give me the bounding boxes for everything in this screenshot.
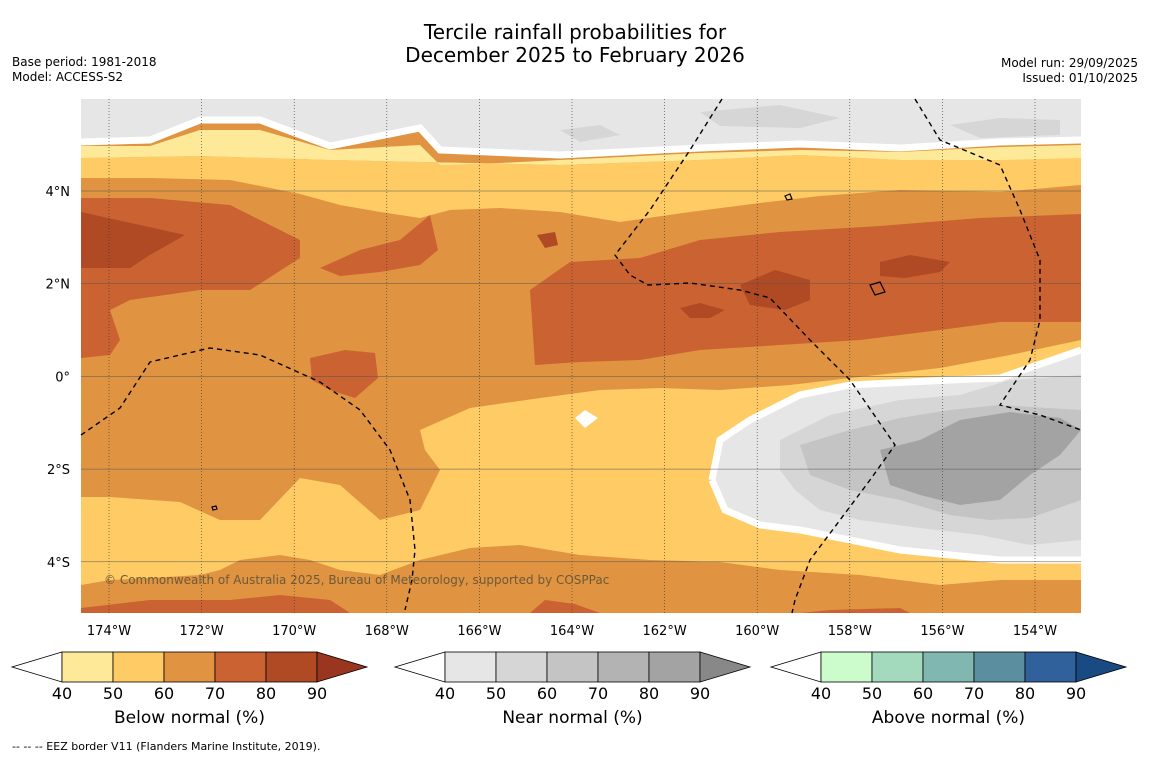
colorbar-segment (597, 651, 650, 683)
colorbar-tick-label: 40 (435, 684, 455, 703)
islands (211, 193, 886, 511)
colorbar-tick-label: 80 (639, 684, 659, 703)
model-run: Model run: 29/09/2025 (1000, 56, 1138, 70)
near-normal-label: Near normal (%) (502, 708, 643, 728)
latitude-labels: 4°N 2°N 0° 2°S 4°S (46, 185, 71, 571)
longitude-label: 172°W (180, 624, 224, 639)
colorbar-segment (495, 651, 548, 683)
colorbar-tick-label: 50 (862, 684, 882, 703)
above-normal-label: Above normal (%) (871, 708, 1026, 728)
colorbar-under-arrow (393, 651, 446, 683)
longitude-labels: 174°W 172°W 170°W 168°W 166°W 164°W 162°W 160°W… (87, 624, 1057, 639)
colorbar-tick-label: 60 (537, 684, 557, 703)
latitude-label: 4°N (46, 185, 71, 200)
colorbar-under-arrow (769, 651, 822, 683)
colorbar-segment (922, 651, 975, 683)
colorbar-tick-label: 60 (154, 684, 174, 703)
colorbar-tick-label: 70 (588, 684, 608, 703)
eez-borders (80, 98, 1082, 614)
colorbar-over-arrow (699, 651, 752, 683)
colorbar-segment (265, 651, 318, 683)
colorbar-over-arrow (316, 651, 369, 683)
colorbar-tick-label: 60 (913, 684, 933, 703)
colorbars: 40 50 60 70 80 90 40 50 60 70 80 90 40 50 60 70 80 90 (10, 651, 1128, 703)
colorbar-segment (648, 651, 701, 683)
colorbar-segment (444, 651, 497, 683)
colorbar-tick-label: 90 (1066, 684, 1086, 703)
longitude-label: 158°W (828, 624, 872, 639)
title-line-2: December 2025 to February 2026 (405, 43, 745, 67)
longitude-label: 170°W (272, 624, 316, 639)
colorbar-segment (546, 651, 599, 683)
colorbar-segment (820, 651, 873, 683)
base-period: Base period: 1981-2018 (12, 55, 157, 69)
colorbar-segment (163, 651, 216, 683)
colorbar: 40 50 60 70 80 90 (769, 651, 1128, 703)
probability-fields (81, 99, 1081, 613)
colorbar-segment (61, 651, 114, 683)
colorbar: 40 50 60 70 80 90 (393, 651, 752, 703)
longitude-label: 156°W (920, 624, 964, 639)
colorbar-tick-label: 70 (205, 684, 225, 703)
longitude-label: 162°W (643, 624, 687, 639)
latitude-label: 4°S (47, 556, 70, 571)
latitude-label: 2°N (46, 278, 71, 293)
colorbar-under-arrow (10, 651, 63, 683)
colorbar: 40 50 60 70 80 90 (10, 651, 369, 703)
colorbar-tick-label: 70 (964, 684, 984, 703)
colorbar-tick-label: 80 (1015, 684, 1035, 703)
title-line-1: Tercile rainfall probabilities for (423, 20, 727, 44)
longitude-label: 166°W (457, 624, 501, 639)
model-name: Model: ACCESS-S2 (12, 70, 124, 84)
longitude-label: 168°W (365, 624, 409, 639)
below-normal-label: Below normal (%) (114, 708, 265, 728)
colorbar-over-arrow (1075, 651, 1128, 683)
colorbar-segment (214, 651, 267, 683)
copyright-notice: © Commonwealth of Australia 2025, Bureau… (104, 573, 609, 587)
longitude-label: 160°W (735, 624, 779, 639)
issued-date: Issued: 01/10/2025 (1022, 71, 1138, 85)
colorbar-segment (112, 651, 165, 683)
colorbar-segment (1024, 651, 1077, 683)
colorbar-tick-label: 90 (690, 684, 710, 703)
longitude-label: 174°W (87, 624, 131, 639)
longitude-label: 154°W (1013, 624, 1057, 639)
colorbar-tick-label: 80 (256, 684, 276, 703)
grid-lines (81, 99, 1081, 613)
colorbar-tick-label: 40 (811, 684, 831, 703)
eez-footer-note: -- -- -- EEZ border V11 (Flanders Marine… (12, 740, 321, 753)
colorbar-tick-label: 50 (103, 684, 123, 703)
colorbar-segment (871, 651, 924, 683)
latitude-label: 0° (55, 370, 70, 385)
latitude-label: 2°S (47, 463, 70, 478)
longitude-label: 164°W (550, 624, 594, 639)
colorbar-tick-label: 40 (52, 684, 72, 703)
colorbar-tick-label: 90 (307, 684, 327, 703)
colorbar-segment (973, 651, 1026, 683)
colorbar-tick-label: 50 (486, 684, 506, 703)
